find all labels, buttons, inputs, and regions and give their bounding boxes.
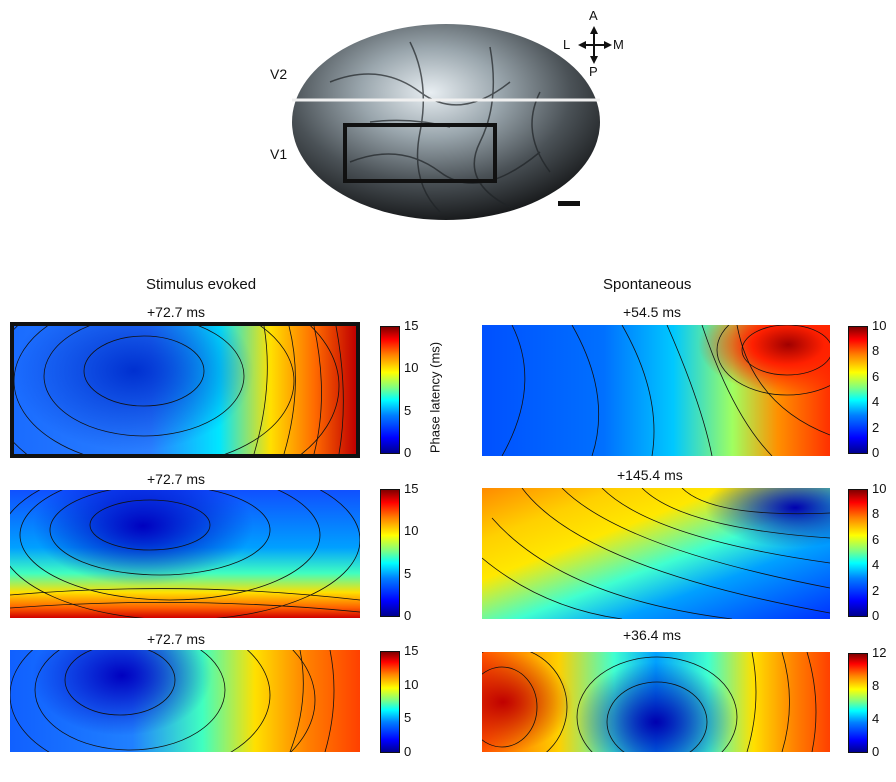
colorbar-right-3: [848, 653, 868, 753]
colorbar-left-3-tick: 5: [404, 710, 412, 726]
panel-label-left-3: +72.7 ms: [147, 631, 205, 647]
colorbar-right-2-tick: 6: [872, 531, 880, 547]
colorbar-left-2-tick: 5: [404, 565, 412, 581]
colorbar-right-3-tick: 4: [872, 711, 880, 726]
panel-label-left-2: +72.7 ms: [147, 471, 205, 487]
colorbar-right-1-tick: 0: [872, 445, 880, 460]
colorbar-left-2-tick: 0: [404, 608, 412, 623]
colorbar-left-3: [380, 651, 400, 753]
colorbar-right-1-tick: 2: [872, 419, 880, 435]
panel-label-right-1: +54.5 ms: [623, 304, 681, 320]
colorbar-left-3-tick: 10: [404, 676, 419, 692]
colorbar-right-2-tick: 0: [872, 608, 880, 623]
compass-a: A: [589, 8, 598, 23]
colorbar-right-3-tick: 0: [872, 744, 880, 759]
colorbar-left-3-tick: 15: [404, 643, 419, 658]
compass-m: M: [613, 37, 624, 52]
left-column-title: Stimulus evoked: [146, 276, 257, 293]
colorbar-right-1: [848, 326, 868, 454]
phase-map-right-3: [482, 652, 830, 752]
colorbar-right-3-tick: 12: [872, 645, 887, 660]
phase-map-left-1: [10, 322, 360, 458]
panel-label-right-2: +145.4 ms: [617, 467, 683, 483]
label-v2: V2: [270, 66, 288, 82]
compass-l: L: [563, 37, 571, 52]
colorbar-left-3-tick: 0: [404, 744, 412, 759]
panel-label-left-1: +72.7 ms: [147, 304, 205, 320]
colorbar-left-1: [380, 326, 400, 454]
compass-p: P: [589, 64, 598, 79]
phase-map-right-1: [482, 325, 830, 456]
colorbar-right-2-tick: 4: [872, 557, 880, 573]
label-v1: V1: [270, 146, 288, 162]
colorbar-right-3-tick: 8: [872, 678, 880, 693]
phase-map-left-2: [10, 490, 360, 618]
colorbar-left-1-tick: 5: [404, 402, 412, 418]
colorbar-right-2-tick: 8: [872, 506, 880, 522]
colorbar-left-1-tick: 0: [404, 445, 412, 460]
colorbar-right-1-tick: 10: [872, 318, 887, 333]
colorbar-left-1-tick: 10: [404, 360, 419, 376]
phase-map-left-3: [10, 650, 360, 752]
panel-label-right-3: +36.4 ms: [623, 627, 681, 643]
colorbar-left-2-tick: 10: [404, 523, 419, 539]
colorbar-right-2: [848, 489, 868, 617]
right-column-title: Spontaneous: [603, 276, 692, 293]
brain-image: [290, 22, 602, 222]
colorbar-right-1-tick: 4: [872, 394, 880, 410]
colorbar-left-2: [380, 489, 400, 617]
colorbar-ylabel: Phase latency (ms): [427, 341, 443, 454]
phase-map-right-2: [482, 488, 830, 619]
colorbar-right-2-tick: 2: [872, 582, 880, 598]
colorbar-left-1-tick: 15: [404, 318, 419, 333]
colorbar-right-1-tick: 6: [872, 368, 880, 384]
colorbar-right-1-tick: 8: [872, 343, 880, 359]
colorbar-right-2-tick: 10: [872, 481, 887, 496]
colorbar-left-2-tick: 15: [404, 481, 419, 496]
compass-icon: [570, 8, 630, 78]
